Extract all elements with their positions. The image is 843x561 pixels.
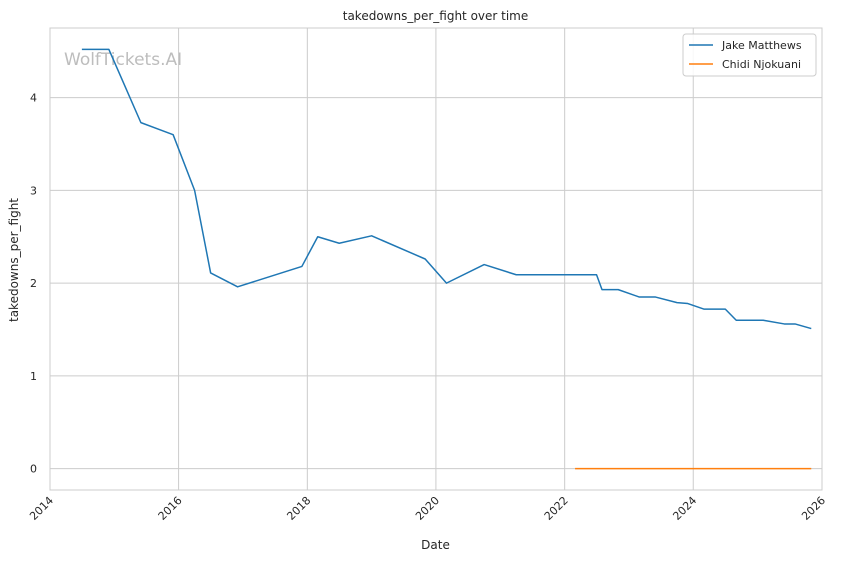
y-tick-label: 0 bbox=[30, 463, 37, 476]
x-axis-title: Date bbox=[421, 538, 450, 552]
series-line-1 bbox=[81, 48, 812, 330]
legend-box bbox=[682, 33, 817, 77]
y-axis-title: takedowns_per_fight bbox=[7, 198, 21, 322]
y-tick-label: 4 bbox=[30, 92, 37, 105]
legend-label: Chidi Njokuani bbox=[722, 58, 801, 71]
watermark: WolfTickets.AI bbox=[64, 50, 182, 70]
chart-title: takedowns_per_fight over time bbox=[343, 9, 529, 23]
legend: Jake Matthews Chidi Njokuani bbox=[682, 33, 817, 77]
y-tick-label: 2 bbox=[30, 277, 37, 290]
y-tick-label: 1 bbox=[30, 370, 37, 383]
series-lines bbox=[81, 48, 812, 470]
y-tick-label: 3 bbox=[30, 184, 37, 197]
plot-frame bbox=[49, 27, 823, 491]
grid-lines bbox=[49, 28, 823, 490]
legend-label: Jake Matthews bbox=[721, 39, 802, 52]
